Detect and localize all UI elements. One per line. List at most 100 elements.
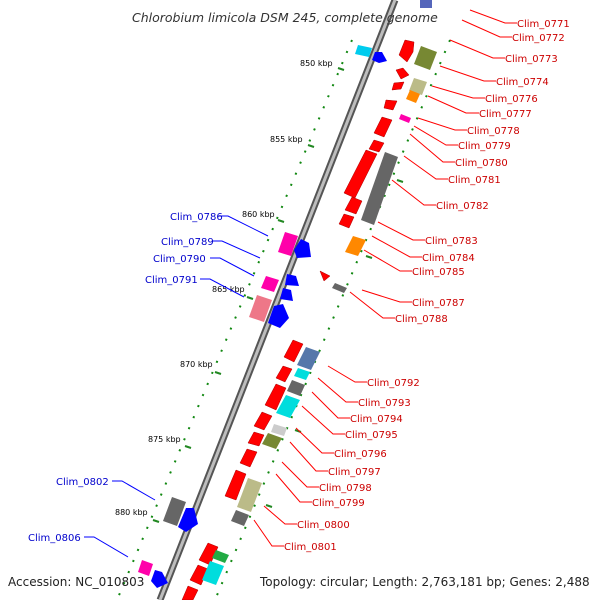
gene-box[interactable] [163,497,186,526]
gene-label[interactable]: Clim_0788 [395,314,448,325]
gene-label[interactable]: Clim_0772 [512,33,565,44]
gene-arrow[interactable] [373,116,393,138]
gene-box[interactable] [297,347,320,370]
gene-arrow[interactable] [319,270,331,282]
gene-box[interactable] [202,561,224,585]
accession-label: Accession: NC_010803 [8,575,144,589]
gene-arrow[interactable] [391,81,405,91]
gene-arrow[interactable] [247,431,265,447]
gene-arrow[interactable] [181,585,199,600]
gene-box[interactable] [414,46,437,70]
gene-arrow[interactable] [189,564,209,586]
gene-label[interactable]: Clim_0789 [161,237,214,248]
gene-label[interactable]: Clim_0792 [367,378,420,389]
gene-box[interactable] [409,78,427,95]
tick-label-855: 855 kbp [270,135,303,144]
gene-label[interactable]: Clim_0778 [467,126,520,137]
right-gene-labels: Clim_0771 Clim_0772 Clim_0773 Clim_0774 … [284,19,570,553]
gene-label[interactable]: Clim_0795 [345,430,398,441]
gene-label[interactable]: Clim_0780 [455,158,508,169]
gene-label[interactable]: Clim_0786 [170,212,223,223]
gene-box[interactable] [420,0,432,8]
left-gene-labels: Clim_0786 Clim_0789 Clim_0790 Clim_0791 … [28,212,223,544]
gene-box[interactable] [361,152,398,225]
gene-arrow[interactable] [294,239,311,258]
gene-box[interactable] [355,45,372,57]
gene-arrow[interactable] [151,570,168,588]
gene-arrow[interactable] [383,99,398,111]
right-label-leaders [253,9,517,547]
gene-arrow[interactable] [280,288,293,301]
gene-box[interactable] [345,236,366,256]
gene-arrow[interactable] [275,365,293,383]
gene-box[interactable] [399,114,411,123]
gene-arrow[interactable] [178,508,198,532]
gene-arrow[interactable] [224,469,247,501]
gene-box[interactable] [332,283,347,293]
gene-box[interactable] [271,424,287,436]
gene-label[interactable]: Clim_0783 [425,236,478,247]
gene-label[interactable]: Clim_0773 [505,54,558,65]
gene-label[interactable]: Clim_0793 [358,398,411,409]
gene-label[interactable]: Clim_0801 [284,542,337,553]
gene-box[interactable] [249,295,272,322]
gene-arrow[interactable] [239,448,258,468]
gene-arrow[interactable] [253,411,273,431]
gene-label[interactable]: Clim_0802 [56,477,109,488]
gene-arrow[interactable] [285,274,299,286]
gene-label[interactable]: Clim_0800 [297,520,350,531]
gene-box[interactable] [262,433,282,449]
gene-box[interactable] [278,232,298,256]
gene-box[interactable] [237,478,262,512]
left-label-leaders [84,215,269,558]
gene-arrow[interactable] [395,67,410,80]
gene-box[interactable] [294,368,310,380]
map-title: Chlorobium limicola DSM 245, complete ge… [132,10,438,25]
gene-label[interactable]: Clim_0797 [328,467,381,478]
gene-label[interactable]: Clim_0771 [517,19,570,30]
gene-label[interactable]: Clim_0798 [319,483,372,494]
gene-box[interactable] [276,395,300,418]
backbone [156,0,399,600]
gene-arrow[interactable] [264,383,287,411]
tick-label-875: 875 kbp [148,435,181,444]
gene-box[interactable] [212,550,229,563]
tick-marks [152,67,404,523]
tick-label-860: 860 kbp [242,210,275,219]
gene-label[interactable]: Clim_0779 [458,141,511,152]
topology-label: Topology: circular; Length: 2,763,181 bp… [259,575,590,589]
gene-label[interactable]: Clim_0781 [448,175,501,186]
gene-label[interactable]: Clim_0799 [312,498,365,509]
gene-arrow[interactable] [372,52,387,63]
gene-box[interactable] [287,380,305,396]
gene-arrow[interactable] [338,213,355,229]
gene-arrow[interactable] [398,39,415,63]
right-feature-boxes [202,0,437,585]
tick-label-880: 880 kbp [115,508,148,517]
gene-box[interactable] [231,510,249,526]
gene-label[interactable]: Clim_0777 [479,109,532,120]
gene-label[interactable]: Clim_0785 [412,267,465,278]
gene-label[interactable]: Clim_0791 [145,275,198,286]
tick-label-865: 865 kbp [212,285,245,294]
gene-label[interactable]: Clim_0782 [436,201,489,212]
gene-box[interactable] [138,560,153,576]
right-strand-genes [181,39,415,600]
gene-arrow[interactable] [344,196,363,215]
gene-arrow[interactable] [268,304,289,328]
gene-label[interactable]: Clim_0784 [422,253,475,264]
gene-label[interactable]: Clim_0787 [412,298,465,309]
gene-arrow[interactable] [368,139,385,153]
gene-box[interactable] [406,90,420,103]
gene-box[interactable] [261,276,279,292]
gene-label[interactable]: Clim_0776 [485,94,538,105]
gene-label[interactable]: Clim_0796 [334,449,387,460]
gene-label[interactable]: Clim_0790 [153,254,206,265]
gene-label[interactable]: Clim_0806 [28,533,81,544]
gene-arrow[interactable] [283,339,304,363]
tick-label-850: 850 kbp [300,59,333,68]
gene-label[interactable]: Clim_0794 [350,414,403,425]
gene-label[interactable]: Clim_0774 [496,77,549,88]
